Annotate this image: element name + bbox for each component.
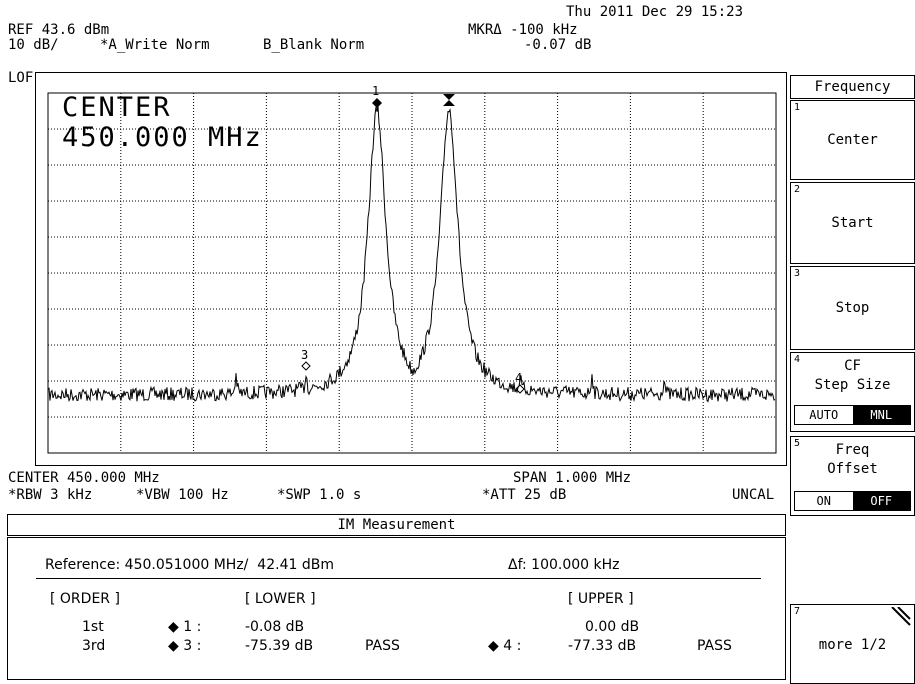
center-freq: CENTER 450.000 MHz	[8, 470, 160, 486]
marker-4[interactable]: 4	[515, 371, 525, 394]
graticule-lines	[48, 93, 776, 453]
ref-level: REF 43.6 dBm	[8, 22, 110, 38]
im-row-3rd-order: 3rd	[82, 638, 106, 654]
cf-step-mnl[interactable]: MNL	[852, 406, 910, 424]
freq-offset-toggle[interactable]: ON OFF	[794, 491, 911, 511]
trace-a-mode: *A_Write Norm	[100, 37, 210, 53]
freq-offset-on[interactable]: ON	[816, 494, 831, 508]
uncal-indicator: UNCAL	[732, 487, 775, 503]
softkey-start[interactable]: 2 Start	[790, 182, 915, 264]
marker-1-label: 1	[372, 84, 379, 98]
delta-marker[interactable]	[443, 94, 455, 106]
marker-delta-value: -0.07 dB	[524, 37, 592, 53]
softkey-menu-title: Frequency	[790, 75, 915, 99]
attenuation: *ATT 25 dB	[482, 487, 567, 503]
scale-div: 10 dB/	[8, 37, 59, 53]
datetime: Thu 2011 Dec 29 15:23	[566, 4, 744, 20]
softkey-cf-step-size[interactable]: 4 CF Step Size AUTO MNL	[790, 352, 915, 432]
im-row-3rd-upper-value: -77.33 dB	[568, 638, 637, 654]
softkey-freq-offset[interactable]: 5 Freq Offset ON OFF	[790, 436, 915, 516]
im-row-3rd-upper-result: PASS	[697, 638, 732, 654]
trace-a	[48, 105, 776, 403]
im-delta-f: Δf: 100.000 kHz	[508, 557, 620, 573]
span-freq: SPAN 1.000 MHz	[513, 470, 632, 486]
softkey-more[interactable]: 7 more 1/2	[790, 604, 915, 684]
im-col-lower: [ LOWER ]	[245, 591, 316, 607]
trace-b-mode: B_Blank Norm	[263, 37, 365, 53]
softkey-center[interactable]: 1 Center	[790, 100, 915, 180]
marker-1[interactable]: 1	[372, 84, 382, 108]
im-row-1st-lower-value: -0.08 dB	[245, 619, 305, 635]
im-col-upper: [ UPPER ]	[568, 591, 634, 607]
delta-marker-icon	[443, 94, 455, 106]
im-measurement-title: IM Measurement	[7, 514, 786, 536]
im-row-1st-upper-value: 0.00 dB	[585, 619, 640, 635]
softkey-stop[interactable]: 3 Stop	[790, 266, 915, 350]
marker-3[interactable]: 3	[301, 348, 311, 371]
im-reference: Reference: 450.051000 MHz/ 42.41 dBm	[45, 557, 334, 573]
rbw: *RBW 3 kHz	[8, 487, 93, 503]
marker-delta-freq: MKRΔ -100 kHz	[468, 22, 578, 38]
freq-offset-off[interactable]: OFF	[852, 492, 910, 510]
cf-step-toggle[interactable]: AUTO MNL	[794, 405, 911, 425]
corner-fold-icon	[891, 607, 911, 626]
spectrum-grid: 1 3 4	[47, 84, 777, 454]
im-col-order: [ ORDER ]	[50, 591, 120, 607]
active-value: 450.000 MHz	[62, 122, 263, 153]
spectrum-display[interactable]: 1 3 4 CENTER 450.000 MHz	[35, 72, 787, 466]
im-measurement-panel: Reference: 450.051000 MHz/ 42.41 dBm Δf:…	[7, 537, 786, 680]
cf-step-auto[interactable]: AUTO	[809, 408, 839, 422]
lof-indicator: LOF	[8, 70, 34, 86]
im-row-3rd-lower-marker: ◆ 3 :	[168, 638, 202, 654]
im-row-3rd-upper-marker: ◆ 4 :	[488, 638, 522, 654]
im-row-1st-order: 1st	[82, 619, 104, 635]
im-row-1st-lower-marker: ◆ 1 :	[168, 619, 202, 635]
im-divider	[36, 578, 761, 579]
im-row-3rd-lower-result: PASS	[365, 638, 400, 654]
vbw: *VBW 100 Hz	[136, 487, 229, 503]
active-function: CENTER	[62, 92, 172, 123]
sweep-time: *SWP 1.0 s	[277, 487, 362, 503]
marker-4-label: 4	[515, 371, 522, 385]
marker-3-label: 3	[301, 348, 308, 362]
im-row-3rd-lower-value: -75.39 dB	[245, 638, 314, 654]
